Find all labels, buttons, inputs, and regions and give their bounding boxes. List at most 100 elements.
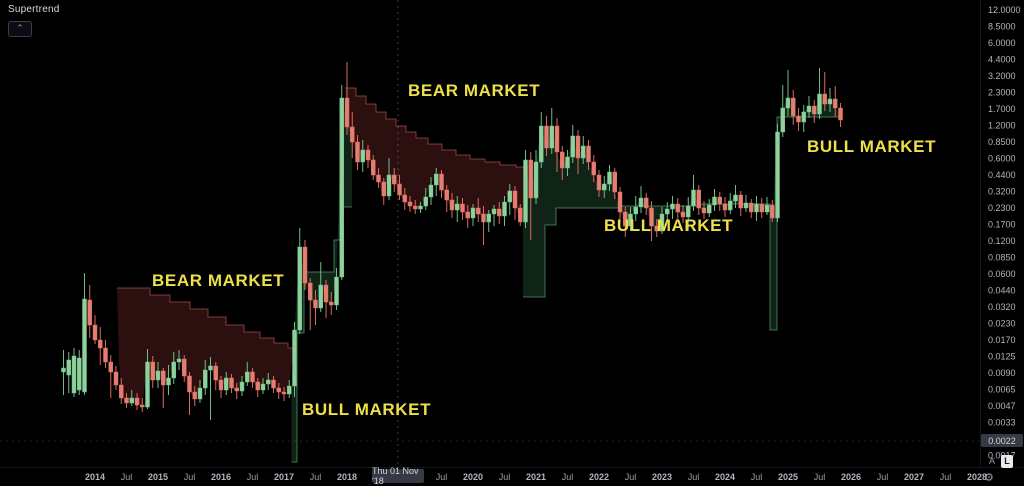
candle-body [213, 365, 218, 381]
candle-body [791, 97, 796, 117]
candle-body [591, 161, 596, 176]
candle-body [476, 207, 481, 215]
candle-body [376, 174, 381, 183]
candle-body [187, 375, 192, 393]
candle-body [250, 371, 255, 383]
candle-body [628, 213, 633, 227]
candle-body [182, 358, 187, 377]
candle-body [197, 387, 203, 400]
candle-body [827, 98, 833, 105]
candle-body [670, 203, 675, 210]
bear-market-label-2[interactable]: BEAR MARKET [408, 81, 541, 100]
candle-body [192, 391, 197, 400]
candle-body [596, 174, 602, 191]
time-tick-label: 2018 [337, 472, 357, 482]
candle-body [129, 397, 134, 404]
price-tick-label: 0.0065 [988, 385, 1016, 395]
candle-body [554, 125, 560, 153]
candle-body [350, 126, 355, 143]
candle-body [696, 189, 701, 209]
candle-body [717, 196, 722, 205]
candle-body [71, 355, 77, 394]
time-tick-label: Jul [751, 472, 763, 482]
candle-body [297, 246, 302, 331]
auto-scale-button[interactable]: A [988, 456, 995, 466]
candle-body [659, 213, 665, 232]
price-tick-label: 0.8500 [988, 137, 1016, 147]
indicator-legend: Supertrend ⌃ [8, 4, 59, 37]
indicator-title[interactable]: Supertrend [8, 4, 60, 15]
price-tick-label: 0.0033 [988, 418, 1016, 428]
candle-body [287, 385, 292, 395]
candle-body [749, 202, 754, 213]
candle-body [386, 174, 392, 197]
candle-body [785, 97, 791, 109]
candle-body [355, 141, 360, 163]
price-tick-label: 0.0170 [988, 335, 1016, 345]
candle-body [276, 387, 281, 393]
candle-body [313, 299, 318, 309]
candle-body [318, 284, 323, 309]
candle-body [612, 171, 617, 193]
price-axis[interactable]: 12.0000 8.5000 6.0000 4.4000 3.2000 2.3000 1.7… [988, 5, 1021, 461]
candle-body [838, 107, 843, 121]
crosshair-date-label: Thu 01 Nov '18 [372, 466, 424, 486]
candle-body [649, 207, 654, 227]
candle-body [344, 97, 350, 128]
candle-body [570, 135, 575, 158]
candle-body [98, 339, 103, 349]
candle-body [66, 359, 71, 376]
candle-body [434, 173, 439, 186]
log-scale-button[interactable]: L [1001, 455, 1013, 468]
candle-body [428, 184, 434, 198]
gear-icon[interactable]: ⚙ [984, 472, 994, 484]
candle-body [780, 107, 785, 133]
candle-body [759, 203, 764, 213]
candle-body [234, 387, 239, 392]
candle-body [817, 93, 822, 115]
candle-body [481, 213, 486, 223]
candle-body [465, 211, 470, 219]
time-tick-label: Jul [436, 472, 448, 482]
candle-body [638, 197, 644, 208]
candle-body [108, 361, 113, 373]
time-tick-label: Jul [121, 472, 133, 482]
bear-market-label-1[interactable]: BEAR MARKET [152, 271, 285, 290]
candle-body [392, 174, 397, 185]
candle-body [302, 246, 308, 284]
bull-market-label-3[interactable]: BULL MARKET [807, 137, 937, 156]
candle-body [171, 361, 176, 379]
time-tick-label: 2020 [463, 472, 483, 482]
time-axis[interactable]: 2014 Jul 2015 Jul 2016 Jul 2017 Jul 2018 Jul 2020 J… [85, 472, 987, 482]
candle-body [497, 208, 502, 217]
candle-body [633, 206, 638, 215]
candle-body [77, 357, 82, 391]
legend-collapse-button[interactable]: ⌃ [8, 21, 32, 37]
price-scale-mode-buttons: A L [986, 455, 1013, 468]
time-tick-label: 2014 [85, 472, 105, 482]
candle-body [245, 371, 250, 383]
candle-body [119, 384, 124, 399]
bull-market-label-1[interactable]: BULL MARKET [302, 400, 432, 419]
time-tick-label: Jul [940, 472, 952, 482]
chevron-up-icon: ⌃ [16, 23, 24, 33]
candle-body [402, 194, 407, 203]
price-tick-label: 4.4000 [988, 55, 1016, 65]
price-tick-label: 6.0000 [988, 38, 1016, 48]
candle-body [381, 181, 386, 197]
candle-body [292, 329, 297, 387]
candle-body [266, 379, 271, 385]
candle-body [607, 171, 612, 185]
candlestick-series [61, 62, 843, 420]
candle-body [229, 377, 234, 389]
bull-market-label-2[interactable]: BULL MARKET [604, 216, 734, 235]
candle-body [743, 202, 749, 209]
candle-body [764, 204, 770, 213]
candle-body [602, 183, 607, 191]
time-tick-label: Jul [814, 472, 826, 482]
time-tick-label: Jul [688, 472, 700, 482]
candle-body [150, 361, 155, 381]
candle-body [176, 358, 182, 363]
candle-body [255, 381, 260, 391]
